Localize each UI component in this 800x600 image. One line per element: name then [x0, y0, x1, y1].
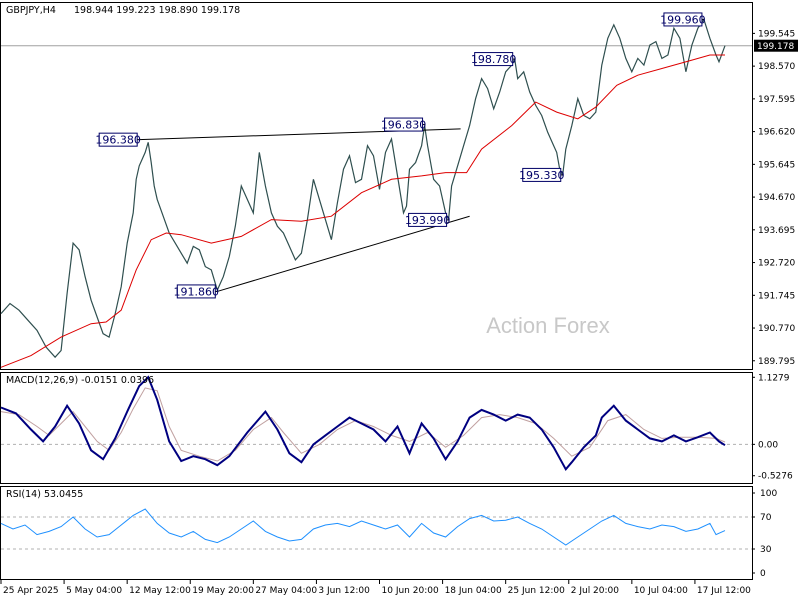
rsi-title: RSI(14) 53.0455 — [6, 489, 83, 500]
rsi-ytick-label-0: 100 — [760, 489, 777, 499]
annotation-box-1 — [98, 132, 138, 147]
symbol-title: GBPJPY,H4 — [6, 5, 56, 16]
header-values: 198.944 199.223 198.890 199.178 — [74, 5, 240, 16]
xtick-label-7: 18 Jun 04:00 — [445, 586, 502, 596]
xtick-label-2: 12 May 12:00 — [129, 586, 191, 596]
price-ytick-label-2: 197.595 — [758, 95, 795, 105]
watermark: Action Forex — [486, 313, 610, 338]
price-ytick-label-10: 189.795 — [758, 357, 795, 367]
annotation-label-1: 196.380 — [95, 134, 141, 147]
macd-ytick-label-2: -0.5276 — [758, 472, 793, 482]
xtick-label-0: 25 Apr 2025 — [3, 586, 59, 596]
rsi-panel-frame — [0, 486, 753, 580]
macd-line — [0, 375, 726, 472]
price-ytick-label-7: 192.720 — [758, 259, 795, 269]
price-ytick-label-9: 190.770 — [758, 324, 795, 334]
annotation-label-3: 196.830 — [381, 119, 427, 132]
xtick-label-8: 25 Jun 12:00 — [508, 586, 565, 596]
price-ytick-label-4: 195.645 — [758, 160, 795, 170]
price-ytick-label-5: 194.670 — [758, 193, 795, 203]
xtick-label-11: 17 Jul 12:00 — [697, 586, 751, 596]
annotation-box-6 — [522, 167, 562, 182]
annotation-label-2: 191.860 — [174, 285, 220, 298]
axis-layer: 199.545 198.570 197.595 196.620 195.645 194.6… — [0, 29, 798, 596]
macd-signal-line — [0, 387, 726, 462]
rsi-ytick-label-3: 0 — [760, 569, 766, 579]
price-ytick-label-1: 198.570 — [758, 62, 795, 72]
current-price-tag — [754, 39, 798, 52]
moving-average-line — [0, 54, 725, 368]
annotation-label-7: 199.960 — [660, 13, 706, 26]
annotation-box-7 — [663, 12, 703, 27]
price-ytick-label-6: 193.695 — [758, 226, 795, 236]
xtick-label-5: 3 Jun 12:00 — [318, 586, 370, 596]
rsi-ytick-label-1: 70 — [760, 513, 772, 523]
macd-title: MACD(12,26,9) -0.0151 0.0396 — [6, 375, 154, 386]
xtick-label-1: 5 May 04:00 — [66, 586, 122, 596]
annotation-box-3 — [384, 117, 424, 132]
annotation-label-4: 193.990 — [405, 214, 451, 227]
price-ytick-label-8: 191.745 — [758, 291, 795, 301]
annotation-box-2 — [176, 284, 216, 299]
rsi-ytick-label-2: 30 — [760, 545, 772, 555]
trendline-2 — [217, 215, 470, 292]
xtick-label-10: 10 Jul 04:00 — [634, 586, 688, 596]
annotation-box-5 — [474, 52, 514, 67]
price-layer: 196.380 191.860 196.830 193.990 198.780 195.3… — [0, 12, 752, 368]
current-price-label: 199.178 — [757, 42, 794, 52]
rsi-line — [0, 508, 726, 546]
xtick-label-9: 2 Jul 20:00 — [571, 586, 620, 596]
macd-ytick-label-1: 0.00 — [758, 440, 778, 450]
macd-layer — [0, 375, 752, 472]
xtick-label-6: 10 Jun 20:00 — [382, 586, 439, 596]
rsi-layer — [0, 508, 752, 550]
xtick-label-4: 27 May 04:00 — [255, 586, 317, 596]
xtick-label-3: 19 May 20:00 — [192, 586, 254, 596]
price-ytick-label-3: 196.620 — [758, 128, 795, 138]
price-ytick-label-0: 199.545 — [758, 29, 795, 39]
annotation-box-4 — [408, 212, 448, 227]
macd-ytick-label-0: 1.1279 — [758, 373, 790, 383]
price-series-line — [0, 18, 726, 359]
annotation-label-5: 198.780 — [471, 53, 517, 66]
annotation-label-6: 195.330 — [519, 169, 565, 182]
